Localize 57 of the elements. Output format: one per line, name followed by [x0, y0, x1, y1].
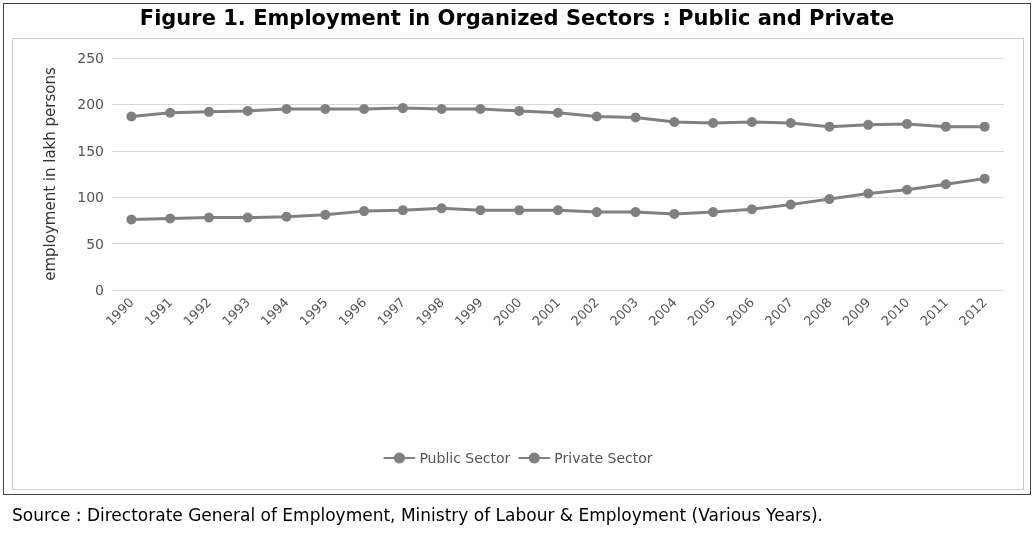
- y-tick-label: 50: [86, 235, 104, 252]
- point: [979, 121, 990, 132]
- point: [320, 104, 331, 115]
- y-axis-title: employment in lakh persons: [40, 67, 59, 281]
- point: [203, 106, 214, 117]
- point: [436, 104, 447, 115]
- y-tick-label: 250: [77, 50, 104, 66]
- point: [475, 205, 486, 216]
- point: [242, 212, 253, 223]
- point: [863, 188, 874, 199]
- point: [553, 205, 563, 216]
- point: [397, 103, 408, 114]
- point: [746, 117, 757, 128]
- point: [203, 212, 214, 223]
- source-note: Source : Directorate General of Employment, Ministry of Labour & Employment (Various Years).: [12, 505, 823, 525]
- point: [514, 105, 525, 116]
- y-tick-label: 200: [77, 96, 104, 113]
- point: [126, 214, 137, 225]
- point: [785, 117, 796, 128]
- point: [708, 117, 719, 128]
- y-tick-label: 0: [95, 282, 104, 298]
- y-tick-label: 100: [77, 189, 104, 206]
- point: [940, 179, 951, 190]
- y-tick-label: 150: [77, 142, 104, 159]
- point: [630, 207, 641, 218]
- point: [669, 117, 680, 128]
- point: [553, 107, 563, 118]
- point: [514, 205, 525, 216]
- point: [436, 203, 447, 214]
- legend-label: Public Sector: [419, 450, 511, 466]
- chart-title: Figure 1. Employment in Organized Sectors : Public and Private: [138, 6, 896, 30]
- point: [902, 184, 913, 195]
- point: [281, 104, 292, 115]
- point: [126, 111, 137, 122]
- point: [824, 121, 835, 132]
- point: [359, 206, 370, 217]
- point: [281, 211, 292, 222]
- point: [979, 173, 990, 184]
- point: [785, 199, 796, 210]
- point: [165, 213, 176, 224]
- point: [320, 209, 331, 220]
- point: [591, 111, 602, 122]
- point: [708, 207, 719, 218]
- point: [591, 207, 602, 218]
- point: [863, 119, 874, 130]
- point: [902, 118, 913, 129]
- point: [940, 121, 951, 132]
- point: [746, 204, 757, 215]
- legend-label: Private Sector: [554, 450, 653, 466]
- point: [824, 194, 835, 205]
- point: [397, 205, 408, 216]
- point: [669, 208, 680, 219]
- point: [630, 112, 641, 123]
- point: [165, 107, 176, 118]
- point: [475, 104, 486, 115]
- point: [242, 105, 253, 116]
- point: [359, 104, 370, 115]
